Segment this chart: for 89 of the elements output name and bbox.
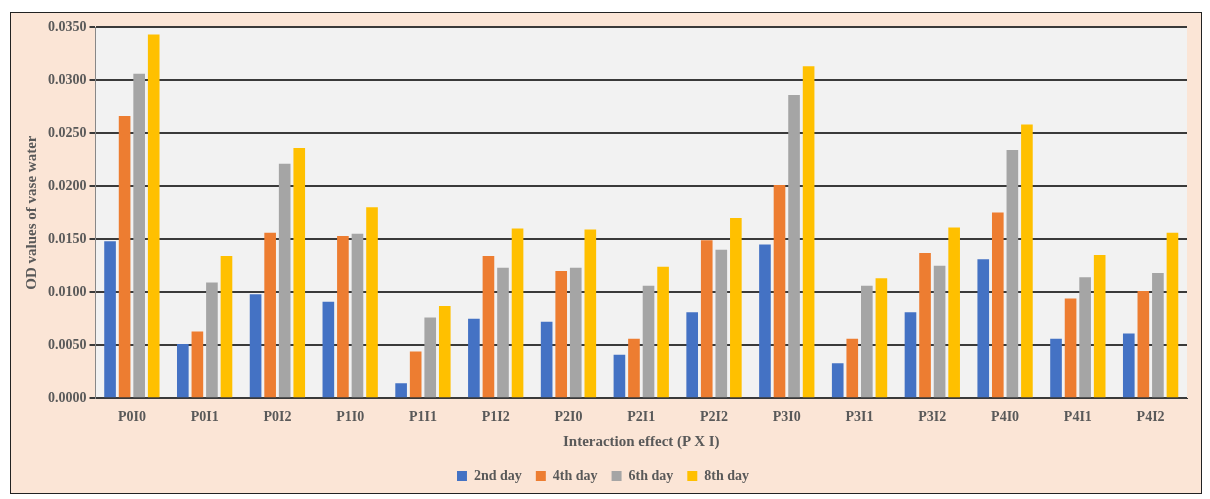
bar (584, 229, 597, 398)
bar (977, 259, 990, 398)
y-tick-label: 0.0300 (48, 71, 87, 87)
x-tick-label: P2I1 (627, 409, 656, 425)
bar (846, 338, 859, 398)
bar (773, 185, 786, 398)
bar (1079, 277, 1091, 398)
bar (715, 249, 728, 398)
bar (686, 312, 699, 398)
bar (1166, 232, 1179, 398)
bar (657, 266, 669, 398)
bar (1021, 124, 1033, 398)
y-tick-label: 0.0100 (48, 283, 87, 299)
bar (730, 217, 742, 398)
bar (948, 227, 960, 398)
bar (1093, 255, 1106, 398)
x-tick-label: P1I1 (408, 409, 437, 425)
bar (919, 252, 931, 398)
legend-label: 8th day (704, 467, 750, 483)
bar (933, 265, 946, 398)
legend-label: 4th day (552, 467, 598, 483)
x-tick-label: P3I1 (845, 409, 874, 425)
bar (395, 383, 407, 398)
x-tick-label: P0I0 (117, 409, 146, 425)
y-tick-label: 0.0050 (48, 336, 87, 352)
bar (220, 256, 233, 398)
legend-label: 6th day (628, 467, 674, 483)
bar (424, 317, 437, 398)
x-tick-label: P3I0 (772, 409, 801, 425)
x-tick-label: P3I2 (918, 409, 947, 425)
bar (759, 244, 771, 398)
bar (497, 267, 509, 398)
y-axis-title: OD values of vase water (22, 135, 39, 290)
bar (875, 278, 888, 398)
bar (861, 285, 873, 398)
legend-label: 2nd day (473, 467, 522, 483)
x-tick-label: P2I2 (700, 409, 729, 425)
bar (1152, 273, 1164, 398)
bar (788, 94, 800, 398)
bar (991, 212, 1004, 398)
bar (1050, 338, 1062, 398)
bar (1122, 333, 1135, 398)
y-tick-label: 0.0200 (48, 177, 87, 193)
bar (1064, 298, 1077, 398)
bar (322, 301, 335, 398)
x-tick-label: P4I0 (991, 409, 1020, 425)
x-tick-label: P4I2 (1136, 409, 1165, 425)
x-tick-label: P2I0 (554, 409, 583, 425)
bar (177, 344, 189, 398)
bar (511, 228, 524, 398)
bar (337, 235, 349, 398)
bar (700, 240, 713, 398)
bar (540, 321, 553, 398)
x-tick-label: P4I1 (1063, 409, 1092, 425)
bar (802, 66, 815, 398)
bar (628, 338, 640, 398)
bar (147, 34, 160, 398)
y-tick-label: 0.0350 (48, 18, 87, 34)
bar (264, 232, 276, 398)
bar (133, 73, 145, 398)
x-axis-title: Interaction effect (P X I) (562, 432, 720, 450)
x-tick-label: P1I0 (336, 409, 365, 425)
bar (642, 285, 655, 398)
bar (438, 305, 451, 398)
x-tick-label: P0I1 (190, 409, 219, 425)
y-tick-label: 0.0000 (48, 389, 87, 405)
bar (278, 163, 291, 398)
bar (1137, 291, 1150, 398)
x-tick-label: P1I2 (481, 409, 510, 425)
x-tick-label: P0I2 (263, 409, 292, 425)
bar (569, 267, 582, 398)
bar (118, 116, 131, 398)
bar (904, 312, 917, 398)
bar (351, 233, 364, 398)
bar (191, 331, 204, 398)
bar (555, 270, 568, 398)
bar (249, 294, 262, 398)
bar (831, 363, 844, 398)
bar (104, 241, 116, 398)
bar (613, 354, 626, 398)
bar (1006, 150, 1019, 398)
y-tick-label: 0.0150 (48, 230, 87, 246)
bar (468, 318, 480, 398)
bar (293, 147, 306, 398)
bar (206, 282, 218, 398)
bar (409, 351, 422, 398)
y-tick-label: 0.0250 (48, 124, 87, 140)
bar (482, 256, 495, 398)
bar (366, 207, 378, 398)
